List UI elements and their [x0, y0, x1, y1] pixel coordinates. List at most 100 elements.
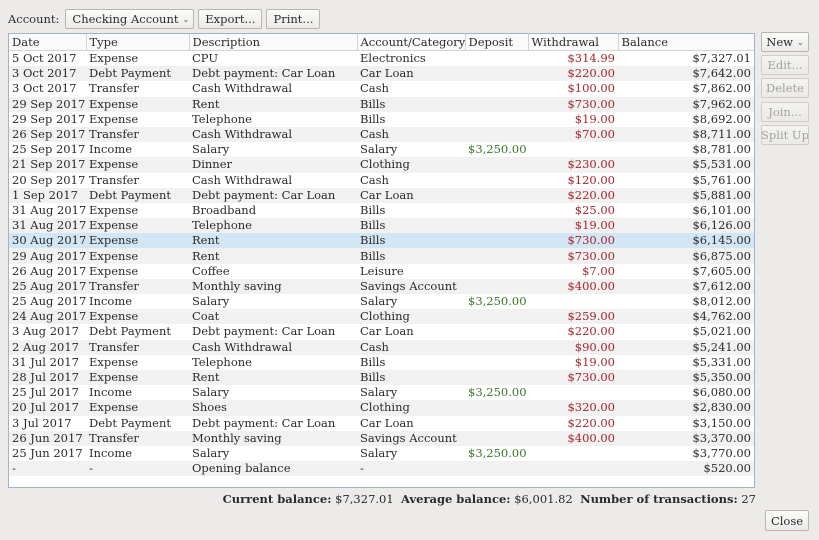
table-row[interactable]: 1 Sep 2017 Debt Payment Debt payment: Car …	[9, 187, 754, 203]
cell-category: Bills	[360, 248, 386, 263]
cell-balance: $3,370.00	[692, 430, 751, 445]
cell-description: Telephone	[192, 111, 252, 126]
cell-description: Opening balance	[192, 461, 291, 476]
table-row[interactable]: 2 Aug 2017 Transfer Cash Withdrawal Cash $90…	[9, 339, 754, 355]
cell-balance: $8,711.00	[692, 127, 751, 142]
column-header[interactable]: Withdrawal	[528, 34, 619, 51]
cell-balance: $7,612.00	[692, 278, 751, 293]
table-row[interactable]: 20 Sep 2017 Transfer Cash Withdrawal Cash $1…	[9, 172, 754, 188]
edit-button[interactable]: Edit...	[761, 55, 809, 75]
table-row[interactable]: 26 Sep 2017 Transfer Cash Withdrawal Cash $7…	[9, 126, 754, 143]
split-up-button[interactable]: Split Up	[761, 125, 809, 145]
close-button[interactable]: Close	[765, 510, 809, 531]
cell-description: Shoes	[192, 400, 227, 415]
cell-description: Cash Withdrawal	[192, 81, 293, 96]
table-row[interactable]: 31 Aug 2017 Expense Broadband Bills $25.00 $6…	[9, 202, 754, 219]
cell-category: -	[360, 461, 364, 476]
cell-withdrawal: $730.00	[567, 96, 615, 111]
cell-balance: $5,350.00	[692, 370, 751, 385]
cell-description: Debt payment: Car Loan	[192, 415, 336, 430]
table-row[interactable]: 29 Sep 2017 Expense Rent Bills $730.00 $7,962…	[9, 96, 754, 112]
print-button[interactable]: Print...	[266, 9, 321, 29]
table-row[interactable]: 30 Aug 2017 Expense Rent Bills $730.00 $6,145…	[9, 233, 754, 249]
cell-type: Debt Payment	[89, 324, 171, 339]
cell-type: Transfer	[89, 278, 139, 293]
table-row[interactable]: 29 Aug 2017 Expense Rent Bills $730.00 $6,875…	[9, 248, 754, 264]
cell-category: Bills	[360, 233, 386, 248]
table-row[interactable]: 29 Sep 2017 Expense Telephone Bills $19.00 $8…	[9, 111, 754, 127]
cell-description: Rent	[192, 96, 220, 111]
new-button[interactable]: New ⌄	[761, 32, 809, 52]
cell-description: Coat	[192, 309, 220, 324]
cell-type: Expense	[89, 263, 139, 278]
cell-deposit: $3,250.00	[468, 294, 527, 309]
cell-deposit	[465, 431, 528, 446]
cell-category: Salary	[360, 142, 398, 157]
cell-withdrawal: $314.99	[567, 51, 615, 66]
column-header[interactable]: Description	[189, 34, 358, 51]
cell-date: 3 Oct 2017	[12, 66, 77, 81]
cell-type: -	[89, 461, 93, 476]
table-row[interactable]: 20 Jul 2017 Expense Shoes Clothing $320.00 $2…	[9, 400, 754, 416]
table-row[interactable]: 26 Aug 2017 Expense Coffee Leisure $7.00 $7,6…	[9, 263, 754, 279]
cell-type: Expense	[89, 309, 139, 324]
column-header[interactable]: Date	[9, 34, 87, 51]
table-row[interactable]: 3 Jul 2017 Debt Payment Debt payment: Car …	[9, 415, 754, 431]
account-select[interactable]: Checking Account ⌄	[65, 9, 195, 29]
cell-withdrawal: $120.00	[567, 172, 615, 187]
cell-category: Bills	[360, 111, 386, 126]
delete-button[interactable]: Delete	[761, 78, 809, 98]
table-row[interactable]: 25 Jul 2017 Income Salary Salary $3,250.00 $6…	[9, 385, 754, 401]
table-row[interactable]: 25 Aug 2017 Income Salary Salary $3,250.00 $8…	[9, 294, 754, 310]
table-row[interactable]: 3 Oct 2017 Transfer Cash Withdrawal Cash $10…	[9, 81, 754, 97]
table-row[interactable]: 25 Aug 2017 Transfer Monthly saving Savings…	[9, 278, 754, 294]
account-label: Account:	[8, 12, 60, 26]
cell-type: Expense	[89, 96, 139, 111]
cell-deposit	[465, 248, 528, 263]
cell-balance: $6,145.00	[692, 233, 751, 248]
cell-deposit	[465, 173, 528, 188]
cell-withdrawal	[528, 446, 618, 461]
cell-type: Expense	[89, 157, 139, 172]
column-header[interactable]: Deposit	[465, 34, 529, 51]
column-header[interactable]: Balance	[618, 34, 754, 51]
table-row[interactable]: 25 Jun 2017 Income Salary Salary $3,250.00 $3…	[9, 445, 754, 462]
table-row[interactable]: 21 Sep 2017 Expense Dinner Clothing $230.00 $…	[9, 157, 754, 173]
cell-deposit	[465, 233, 528, 248]
table-row[interactable]: 31 Aug 2017 Expense Telephone Bills $19.00 $6…	[9, 218, 754, 234]
column-header[interactable]: Type	[86, 34, 190, 51]
cell-date: 29 Aug 2017	[12, 248, 86, 263]
cell-deposit	[465, 400, 528, 415]
cell-type: Transfer	[89, 430, 139, 445]
transactions-table[interactable]: Date Type Description Account/Category Depos…	[8, 33, 755, 488]
table-row[interactable]: 3 Aug 2017 Debt Payment Debt payment: Car …	[9, 324, 754, 340]
cell-date: 31 Aug 2017	[12, 202, 86, 217]
cell-type: Transfer	[89, 127, 139, 142]
transaction-count-label: Number of transactions:	[580, 492, 738, 506]
column-header[interactable]: Account/Category	[357, 34, 466, 51]
cell-type: Expense	[89, 400, 139, 415]
table-row[interactable]: - - Opening balance - $520.00	[9, 461, 754, 477]
table-row[interactable]: 28 Jul 2017 Expense Rent Bills $730.00 $5,350…	[9, 369, 754, 386]
cell-description: Rent	[192, 370, 220, 385]
cell-withdrawal: $400.00	[567, 430, 615, 445]
table-row[interactable]: 5 Oct 2017 Expense CPU Electronics $314.99 $7…	[9, 50, 754, 67]
table-row[interactable]: 26 Jun 2017 Transfer Monthly saving Savings…	[9, 430, 754, 446]
cell-description: Monthly saving	[192, 278, 282, 293]
table-row[interactable]: 31 Jul 2017 Expense Telephone Bills $19.00 $5…	[9, 354, 754, 370]
cell-description: Cash Withdrawal	[192, 172, 293, 187]
cell-description: Cash Withdrawal	[192, 339, 293, 354]
cell-balance: $6,101.00	[692, 202, 751, 217]
cell-description: Debt payment: Car Loan	[192, 187, 336, 202]
cell-category: Cash	[360, 339, 389, 354]
cell-type: Transfer	[89, 81, 139, 96]
table-row[interactable]: 3 Oct 2017 Debt Payment Debt payment: Car …	[9, 66, 754, 82]
cell-description: Salary	[192, 142, 230, 157]
table-row[interactable]: 25 Sep 2017 Income Salary Salary $3,250.00 $8…	[9, 142, 754, 158]
cell-date: 24 Aug 2017	[12, 309, 86, 324]
join-button[interactable]: Join...	[761, 102, 809, 122]
cell-balance: $6,126.00	[692, 218, 751, 233]
cell-balance: $2,830.00	[692, 400, 751, 415]
export-button[interactable]: Export...	[198, 9, 263, 29]
table-row[interactable]: 24 Aug 2017 Expense Coat Clothing $259.00 $4,…	[9, 309, 754, 325]
